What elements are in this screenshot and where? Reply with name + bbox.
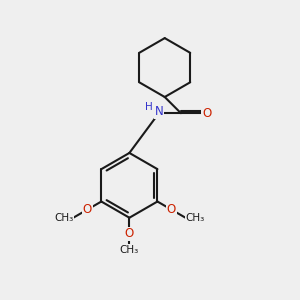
Text: CH₃: CH₃: [54, 213, 73, 223]
Text: H: H: [145, 102, 152, 112]
Text: O: O: [202, 107, 211, 120]
Text: O: O: [125, 227, 134, 240]
Text: CH₃: CH₃: [185, 213, 205, 223]
Text: CH₃: CH₃: [120, 245, 139, 255]
Text: O: O: [167, 203, 176, 216]
Text: O: O: [83, 203, 92, 216]
Text: N: N: [154, 105, 163, 118]
